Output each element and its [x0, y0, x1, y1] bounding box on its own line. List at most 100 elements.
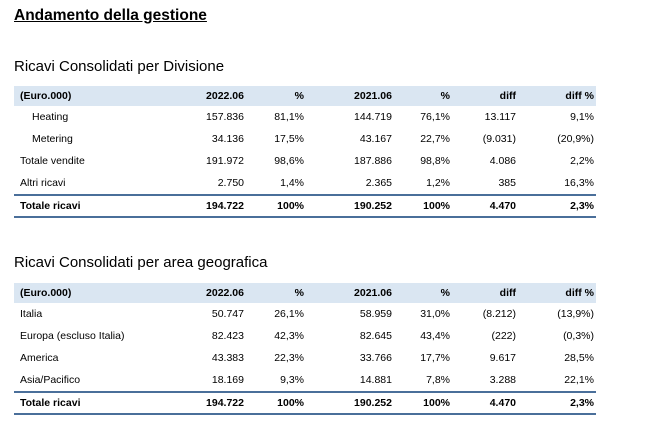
total-value: 190.252 — [306, 194, 394, 218]
table-header-row: (Euro.000) 2022.06 % 2021.06 % diff diff… — [14, 283, 596, 303]
cell-value: 58.959 — [359, 308, 392, 320]
table-row: Altri ricavi 2.750 1,4% 2.365 1,2% 385 1… — [14, 172, 596, 195]
cell-value: 22,7% — [420, 133, 450, 145]
table-row: Asia/Pacifico 18.169 9,3% 14.881 7,8% 3.… — [14, 369, 596, 392]
header-2022: 2022.06 — [164, 86, 246, 106]
total-value: 4.470 — [452, 391, 518, 415]
cell-value: 50.747 — [211, 308, 244, 320]
table-row: Italia 50.747 26,1% 58.959 31,0% (8.212)… — [14, 303, 596, 325]
cell-value: 4.086 — [489, 155, 516, 167]
cell-value: 14.881 — [359, 374, 392, 386]
cell-value: 9.617 — [489, 352, 516, 364]
header-pct-2022: % — [246, 86, 306, 106]
cell-value: (13,9%) — [557, 308, 594, 320]
header-2021: 2021.06 — [306, 283, 394, 303]
total-value: 194.722 — [164, 194, 246, 218]
row-label: Asia/Pacifico — [20, 374, 81, 386]
total-label: Totale ricavi — [14, 391, 164, 415]
cell-value: 33.766 — [359, 352, 392, 364]
cell-value: (20,9%) — [557, 133, 594, 145]
header-diff-pct: diff % — [518, 86, 596, 106]
cell-value: (222) — [491, 330, 516, 342]
table-row: Totale vendite 191.972 98,6% 187.886 98,… — [14, 150, 596, 172]
cell-value: 3.288 — [489, 374, 516, 386]
row-label: Metering — [32, 133, 73, 145]
cell-value: 42,3% — [274, 330, 304, 342]
table-row: Europa (escluso Italia) 82.423 42,3% 82.… — [14, 325, 596, 347]
header-2021: 2021.06 — [306, 86, 394, 106]
header-diff: diff — [452, 86, 518, 106]
cell-value: 98,6% — [274, 155, 304, 167]
cell-value: 157.836 — [206, 111, 244, 123]
header-unit: (Euro.000) — [14, 283, 164, 303]
cell-value: (8.212) — [482, 308, 516, 320]
cell-value: 2.750 — [217, 177, 244, 189]
total-label: Totale ricavi — [14, 194, 164, 218]
cell-value: 76,1% — [420, 111, 450, 123]
cell-value: 191.972 — [206, 155, 244, 167]
row-label: America — [20, 352, 59, 364]
cell-value: 1,4% — [280, 177, 304, 189]
cell-value: 144.719 — [354, 111, 392, 123]
table-row: Metering 34.136 17,5% 43.167 22,7% (9.03… — [14, 128, 596, 150]
cell-value: (0,3%) — [563, 330, 594, 342]
section-title-divisione: Ricavi Consolidati per Divisione — [14, 58, 225, 75]
cell-value: 7,8% — [426, 374, 450, 386]
table-row: America 43.383 22,3% 33.766 17,7% 9.617 … — [14, 347, 596, 369]
cell-value: 26,1% — [274, 308, 304, 320]
cell-value: 81,1% — [274, 111, 304, 123]
cell-value: 82.645 — [359, 330, 392, 342]
row-label: Altri ricavi — [20, 177, 66, 189]
total-value: 100% — [246, 391, 306, 415]
total-row: Totale ricavi 194.722 100% 190.252 100% … — [14, 194, 596, 218]
cell-value: 187.886 — [354, 155, 392, 167]
cell-value: 2,2% — [570, 155, 594, 167]
total-value: 4.470 — [452, 194, 518, 218]
page-title: Andamento della gestione — [14, 7, 207, 24]
cell-value: 34.136 — [211, 133, 244, 145]
cell-value: 16,3% — [564, 177, 594, 189]
total-value: 2,3% — [518, 391, 596, 415]
cell-value: (9.031) — [482, 133, 516, 145]
cell-value: 385 — [498, 177, 516, 189]
header-pct-2022: % — [246, 283, 306, 303]
cell-value: 22,1% — [564, 374, 594, 386]
cell-value: 13.117 — [484, 111, 516, 123]
cell-value: 43,4% — [420, 330, 450, 342]
row-label: Totale vendite — [20, 155, 85, 167]
cell-value: 82.423 — [211, 330, 244, 342]
table-area: (Euro.000) 2022.06 % 2021.06 % diff diff… — [14, 283, 596, 415]
table-row: Heating 157.836 81,1% 144.719 76,1% 13.1… — [14, 106, 596, 128]
cell-value: 1,2% — [426, 177, 450, 189]
header-pct-2021: % — [394, 283, 452, 303]
table-header-row: (Euro.000) 2022.06 % 2021.06 % diff diff… — [14, 86, 596, 106]
cell-value: 18.169 — [211, 374, 244, 386]
total-value: 194.722 — [164, 391, 246, 415]
cell-value: 43.167 — [359, 133, 392, 145]
total-value: 100% — [394, 194, 452, 218]
header-diff-pct: diff % — [518, 283, 596, 303]
total-row: Totale ricavi 194.722 100% 190.252 100% … — [14, 391, 596, 415]
cell-value: 17,5% — [274, 133, 304, 145]
header-2022: 2022.06 — [164, 283, 246, 303]
cell-value: 43.383 — [211, 352, 244, 364]
cell-value: 31,0% — [420, 308, 450, 320]
total-value: 100% — [394, 391, 452, 415]
cell-value: 17,7% — [420, 352, 450, 364]
cell-value: 98,8% — [420, 155, 450, 167]
cell-value: 28,5% — [564, 352, 594, 364]
total-value: 2,3% — [518, 194, 596, 218]
section-title-area: Ricavi Consolidati per area geografica — [14, 254, 268, 271]
cell-value: 9,3% — [280, 374, 304, 386]
header-unit: (Euro.000) — [14, 86, 164, 106]
cell-value: 2.365 — [365, 177, 392, 189]
total-value: 100% — [246, 194, 306, 218]
table-divisione: (Euro.000) 2022.06 % 2021.06 % diff diff… — [14, 86, 596, 218]
header-diff: diff — [452, 283, 518, 303]
row-label: Europa (escluso Italia) — [20, 330, 125, 342]
cell-value: 9,1% — [570, 111, 594, 123]
row-label: Heating — [32, 111, 69, 123]
row-label: Italia — [20, 308, 43, 320]
cell-value: 22,3% — [274, 352, 304, 364]
header-pct-2021: % — [394, 86, 452, 106]
